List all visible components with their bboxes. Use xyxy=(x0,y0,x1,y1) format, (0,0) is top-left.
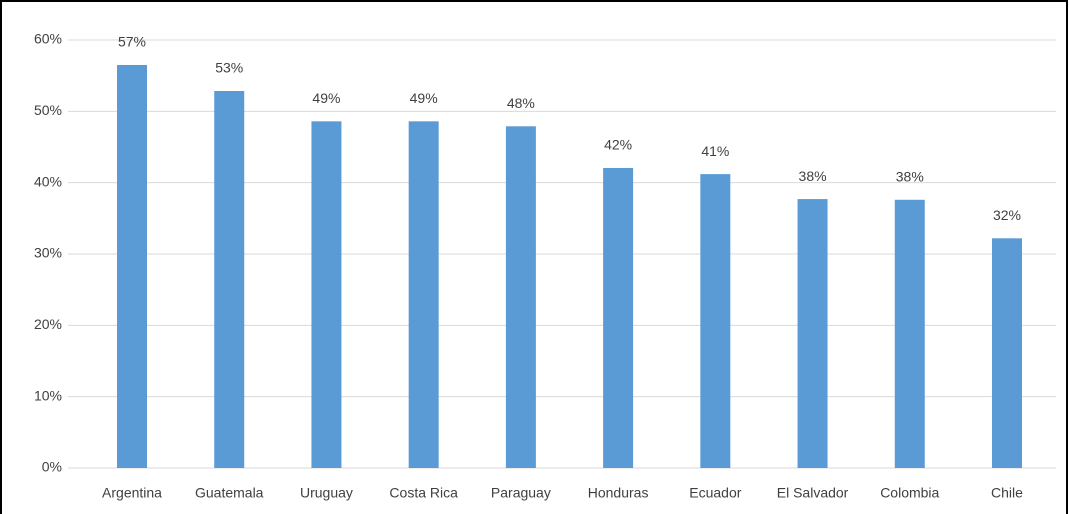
bar xyxy=(603,167,634,469)
x-tick-label: Paraguay xyxy=(491,485,551,501)
data-label: 49% xyxy=(312,90,340,106)
bar xyxy=(991,238,1022,468)
data-label: 38% xyxy=(896,168,924,184)
bar xyxy=(408,121,439,468)
bar xyxy=(700,174,731,468)
y-tick-label: 50% xyxy=(34,102,62,118)
data-label: 57% xyxy=(118,34,146,50)
bar xyxy=(797,199,828,468)
data-label: 53% xyxy=(215,60,243,76)
data-label: 42% xyxy=(604,137,632,153)
x-tick-label: Guatemala xyxy=(195,485,264,501)
data-label: 38% xyxy=(799,168,827,184)
data-label: 48% xyxy=(507,95,535,111)
x-tick-label: Uruguay xyxy=(300,485,353,501)
data-label: 49% xyxy=(410,90,438,106)
y-tick-label: 60% xyxy=(34,31,62,47)
x-tick-label: Chile xyxy=(991,485,1023,501)
y-tick-label: 40% xyxy=(34,173,62,189)
x-tick-label: El Salvador xyxy=(777,485,849,501)
y-tick-label: 10% xyxy=(34,387,62,403)
x-tick-label: Honduras xyxy=(588,485,649,501)
bar xyxy=(214,91,245,469)
data-label: 41% xyxy=(701,143,729,159)
data-label: 32% xyxy=(993,207,1021,223)
bar xyxy=(894,199,925,468)
y-tick-label: 20% xyxy=(34,316,62,332)
x-tick-label: Colombia xyxy=(880,485,939,501)
bar xyxy=(505,126,536,469)
x-tick-label: Costa Rica xyxy=(389,485,458,501)
y-tick-label: 0% xyxy=(42,459,62,475)
bar xyxy=(117,64,148,468)
x-tick-label: Argentina xyxy=(102,485,162,501)
y-tick-label: 30% xyxy=(34,245,62,261)
bar xyxy=(311,121,342,468)
x-tick-label: Ecuador xyxy=(689,485,741,501)
